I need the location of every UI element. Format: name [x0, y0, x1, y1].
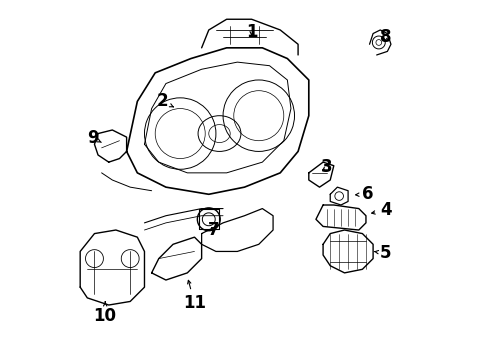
Text: 10: 10	[94, 302, 117, 325]
Text: 2: 2	[156, 93, 173, 111]
Text: 4: 4	[371, 201, 390, 219]
Text: 11: 11	[183, 280, 205, 312]
Text: 3: 3	[320, 158, 332, 176]
Text: 1: 1	[245, 23, 257, 41]
Text: 8: 8	[379, 28, 390, 46]
Text: 9: 9	[87, 129, 101, 147]
Text: 5: 5	[373, 244, 390, 262]
Text: 7: 7	[208, 221, 220, 239]
Text: 6: 6	[355, 185, 373, 203]
